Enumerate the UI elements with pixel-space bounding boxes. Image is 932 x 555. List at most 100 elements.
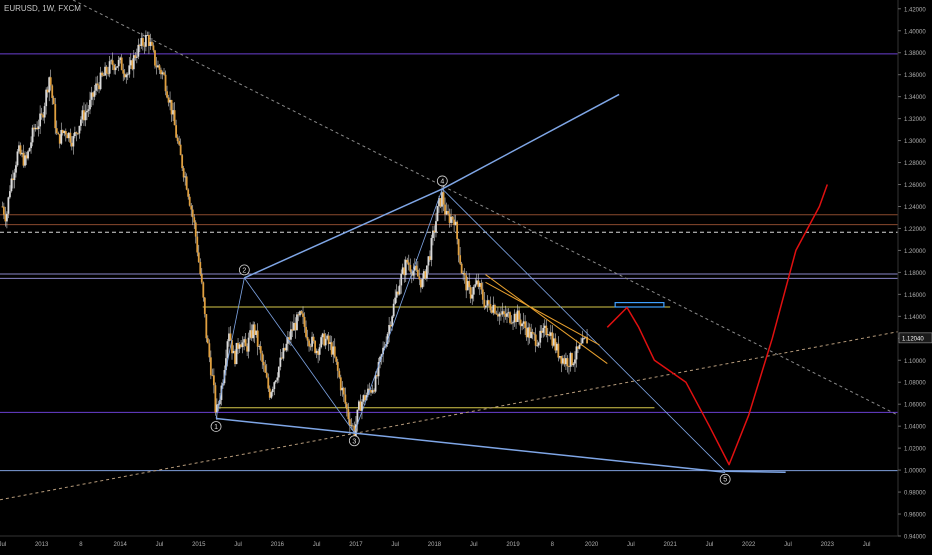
candle-body-338 [512,322,514,324]
candle-body-236 [358,401,360,410]
wave-line-1 [441,93,620,190]
price-tick-label-16: 1.10000 [904,359,926,365]
price-tick-label-11: 1.20000 [904,249,926,255]
candle-body-115 [175,125,178,138]
candle-body-374 [566,358,569,367]
candle-body-70 [107,73,110,75]
candle-body-342 [518,310,520,320]
candle-body-216 [327,335,330,345]
candle-body-43 [66,134,69,139]
price-tick-label-6: 1.30000 [904,139,926,145]
candle-body-53 [81,110,84,120]
candle-body-154 [234,350,236,365]
candle-body-381 [577,346,579,349]
candle-body-54 [83,110,85,121]
candle-body-300 [454,221,457,225]
price-series [1,30,588,443]
candle-body-151 [229,333,232,341]
candle-body-274 [415,265,418,270]
candle-body-302 [457,239,460,256]
candle-body-156 [237,342,239,349]
candle-body-372 [563,358,566,365]
candle-body-100 [152,45,155,51]
candle-body-197 [299,311,301,316]
candle-body-81 [123,73,126,78]
candle-body-371 [561,358,564,364]
candle-body-13 [21,152,23,155]
candle-body-319 [483,299,486,308]
candle-body-50 [77,133,79,135]
wave-label-3: 4 [440,178,444,185]
time-tick-label-21: 2023 [821,542,835,548]
candle-body-234 [355,424,357,437]
candle-body-91 [138,44,141,46]
candle-body-1 [2,206,5,215]
candle-body-66 [101,72,103,76]
candle-body-78 [119,57,122,60]
candle-body-135 [205,314,208,339]
candle-body-350 [530,331,533,338]
wave-line-4 [244,277,355,433]
candle-body-61 [93,90,96,97]
candle-body-76 [116,66,119,68]
candle-body-362 [548,334,551,336]
wave-line-0 [244,188,443,279]
candle-body-155 [235,342,238,365]
price-tick-label-5: 1.32000 [904,117,926,123]
candle-body-157 [238,344,241,349]
candle-body-284 [430,237,433,260]
candle-body-268 [406,259,409,263]
price-tick-label-10: 1.22000 [904,227,926,233]
candle-body-85 [129,60,132,66]
candle-body-174 [264,365,267,373]
time-tick-label-3: 2014 [114,542,128,548]
candle-body-86 [131,60,134,70]
candle-body-80 [122,70,125,74]
candle-body-298 [451,216,454,220]
candle-body-307 [465,275,468,291]
candle-body-291 [441,192,443,207]
price-axis: 1.42000 1.40000 1.38000 1.36000 1.34000 1.320… [897,0,932,541]
candle-body-229 [347,409,350,420]
candle-body-128 [194,222,197,237]
candle-body-377 [571,353,573,366]
drawings: 1 2 3 4 5 [210,93,829,485]
candle-body-207 [314,341,317,353]
candle-body-98 [149,41,152,46]
candle-body-63 [96,83,99,86]
wave-label-2: 3 [352,438,356,445]
candle-body-55 [84,112,87,121]
candle-body-357 [540,330,543,333]
candle-body-196 [297,314,300,316]
candle-body-134 [203,297,206,315]
candle-body-9 [15,165,17,173]
candle-body-282 [427,256,430,266]
candle-body-351 [531,331,534,334]
candle-body-306 [463,273,466,276]
candle-body-249 [377,362,380,377]
candle-body-38 [58,134,61,144]
candle-body-11 [18,145,20,152]
price-tick-label-14: 1.14000 [904,315,926,321]
candle-body-124 [188,196,191,206]
candle-body-162 [246,346,249,352]
candle-body-354 [536,345,539,347]
candle-body-189 [287,337,289,344]
candle-body-192 [291,329,294,331]
candle-body-324 [490,310,493,313]
candle-body-87 [132,55,135,70]
candle-body-173 [262,361,265,366]
candle-body-120 [182,168,185,178]
candle-body-270 [409,265,412,272]
time-tick-label-13: 2019 [506,542,520,548]
candle-body-200 [303,316,306,327]
candle-body-368 [557,343,560,358]
wave-label-4: 5 [723,477,727,484]
candle-body-309 [468,281,471,288]
candle-body-227 [344,394,347,404]
candle-body-296 [448,213,451,223]
candle-body-102 [155,65,158,68]
candle-body-214 [324,338,327,346]
